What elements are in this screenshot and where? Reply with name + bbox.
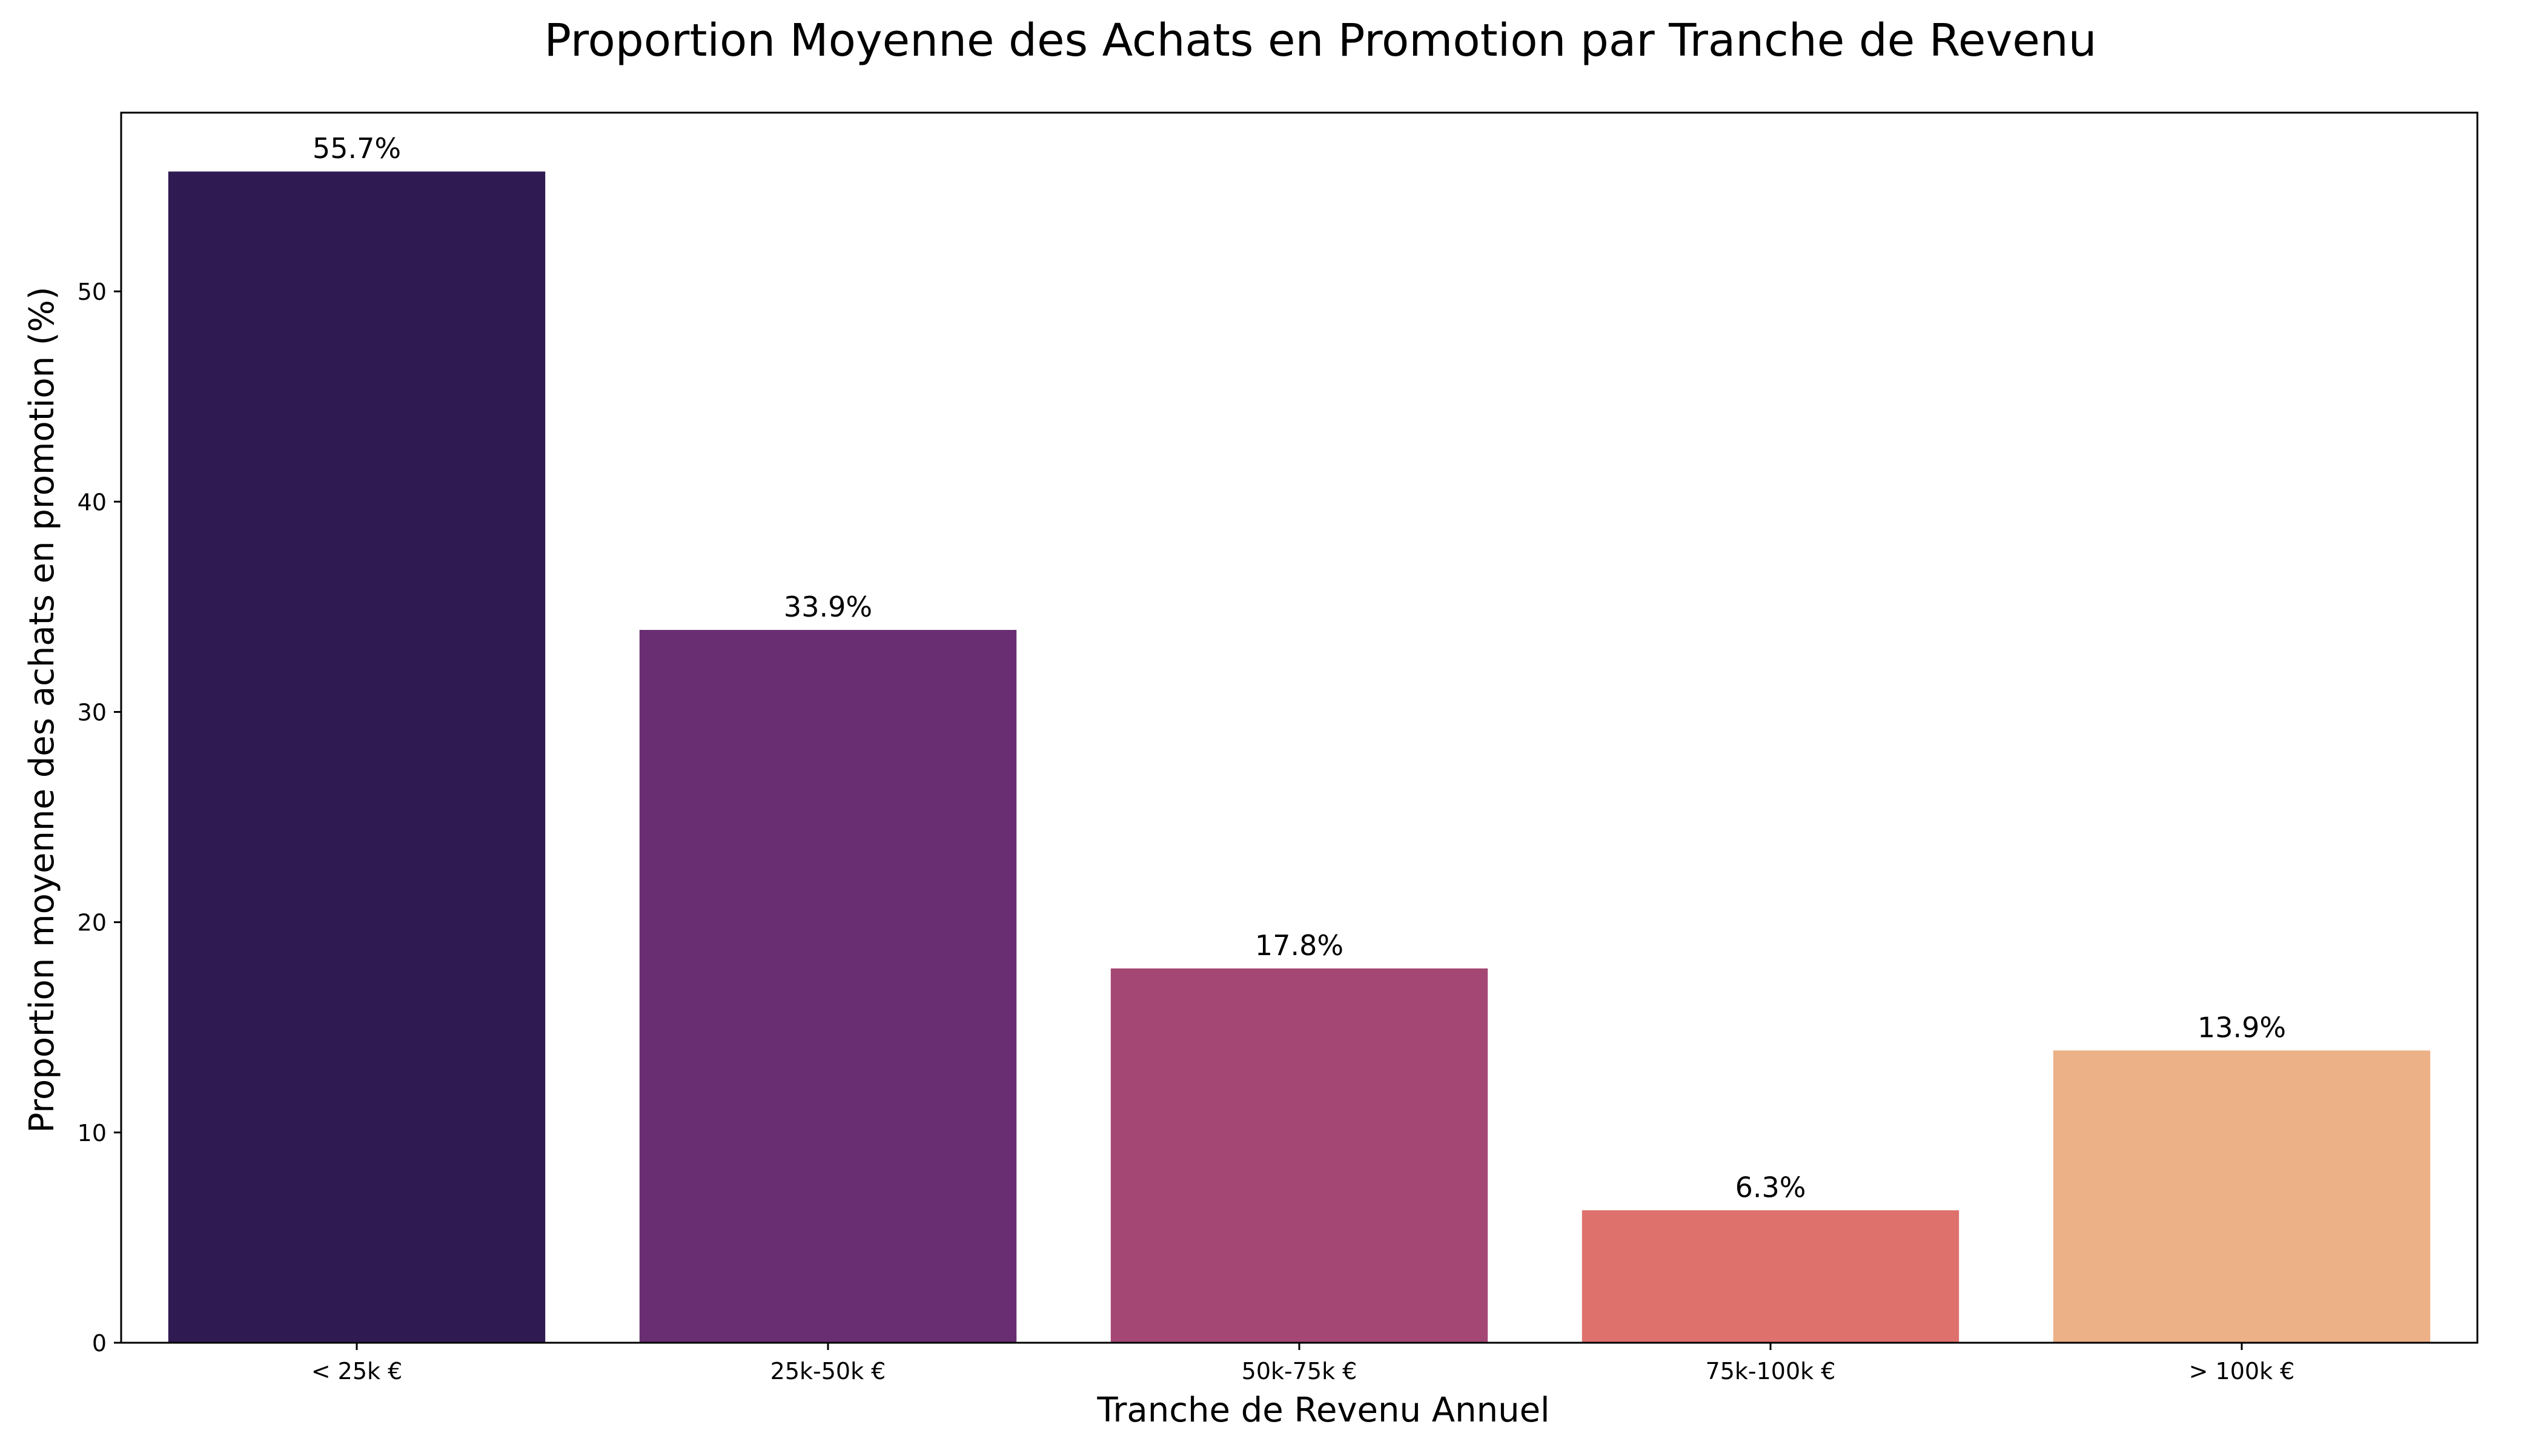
y-tick-label: 20 (78, 910, 107, 936)
bar (1110, 968, 1488, 1343)
bar-value-label: 6.3% (1735, 1171, 1806, 1203)
y-tick-label: 10 (78, 1120, 107, 1147)
y-tick-label: 0 (92, 1330, 107, 1357)
y-axis-ticks: 0 10 20 30 40 50 (78, 279, 121, 1357)
bar (2053, 1050, 2431, 1343)
plot-frame (120, 111, 2479, 1344)
bar-value-label: 17.8% (1255, 929, 1343, 962)
y-tick-label: 50 (78, 279, 107, 305)
x-tick-label: 50k-75k € (1242, 1358, 1357, 1385)
x-axis-label: Tranche de Revenu Annuel (1096, 1391, 1549, 1430)
chart-title: Proportion Moyenne des Achats en Promoti… (544, 15, 2096, 67)
bar (168, 171, 546, 1343)
bar (1582, 1210, 1959, 1343)
x-tick-label: 25k-50k € (770, 1358, 886, 1385)
x-tick-label: 75k-100k € (1706, 1358, 1836, 1385)
bar-value-label: 55.7% (313, 132, 401, 165)
bars-layer (168, 171, 2431, 1343)
value-labels-layer: 55.7% 33.9% 17.8% 6.3% 13.9% (313, 132, 2286, 1203)
bar (639, 630, 1017, 1343)
bar-value-label: 33.9% (784, 591, 872, 623)
y-axis-label: Proportion moyenne des achats en promoti… (22, 286, 62, 1133)
x-axis-ticks: < 25k € 25k-50k € 50k-75k € 75k-100k € > 100… (311, 1343, 2295, 1385)
y-tick-label: 30 (78, 699, 107, 726)
y-tick-label: 40 (78, 489, 107, 515)
x-tick-label: < 25k € (311, 1358, 403, 1385)
x-tick-label: > 100k € (2189, 1358, 2295, 1385)
bar-value-label: 13.9% (2198, 1011, 2286, 1044)
